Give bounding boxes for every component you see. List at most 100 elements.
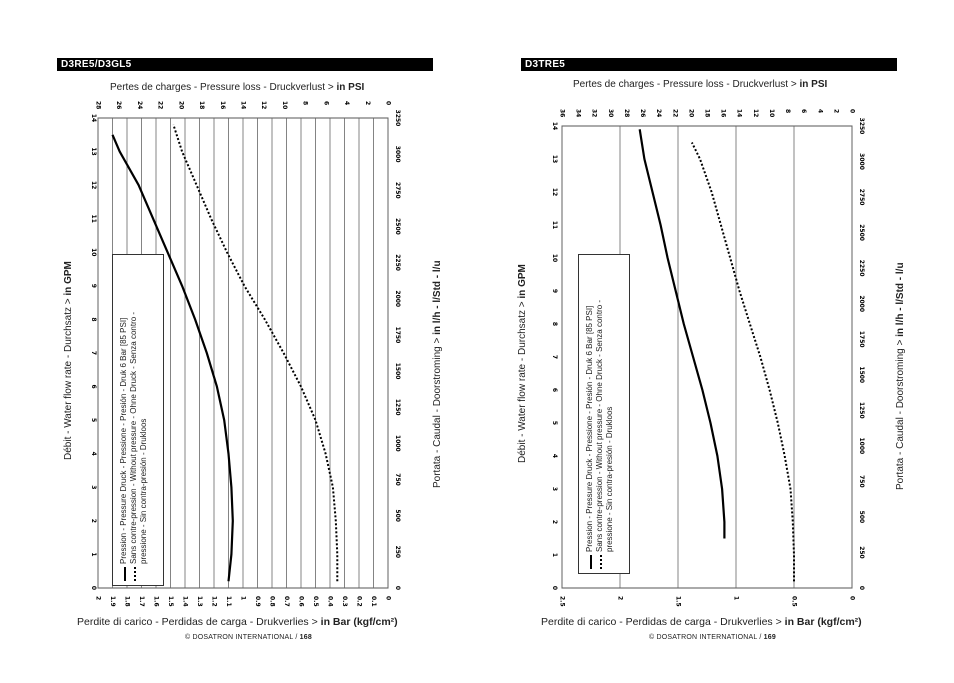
bar-tick-label: 1.9 — [109, 596, 116, 607]
lh-tick-label: 500 — [858, 511, 865, 524]
legend-dashed-cont: pressione - Sin contra-presión - Drukloo… — [605, 406, 614, 552]
gpm-tick-label: 8 — [551, 322, 558, 326]
bar-tick-label: 1 — [240, 596, 247, 600]
bar-tick-label: 0 — [849, 596, 856, 600]
psi-tick-label: 32 — [591, 109, 598, 117]
bar-tick-label: 1.1 — [225, 596, 232, 607]
gpm-tick-label: 4 — [90, 452, 97, 456]
bar-tick-label: 1.5 — [167, 596, 174, 607]
psi-tick-label: 20 — [687, 109, 694, 117]
gpm-tick-label: 10 — [90, 248, 97, 256]
lh-tick-label: 3250 — [858, 118, 865, 135]
bar-tick-label: 1.6 — [153, 596, 160, 607]
legend-solid: Pression - Pressure Druck - Pressione - … — [119, 259, 129, 581]
gpm-tick-label: 0 — [90, 586, 97, 590]
gpm-tick-label: 12 — [90, 181, 97, 189]
series-with-pressure — [111, 134, 234, 582]
gpm-tick-label: 1 — [90, 552, 97, 556]
lh-tick-label: 1000 — [858, 437, 865, 454]
gpm-tick-label: 4 — [551, 454, 558, 458]
bar-tick-label: 0.5 — [791, 596, 798, 607]
lh-tick-label: 2750 — [394, 182, 401, 199]
lh-tick-label: 2250 — [858, 260, 865, 277]
psi-tick-label: 24 — [136, 101, 143, 109]
model-title: D3TRE5 — [521, 58, 897, 71]
gpm-tick-label: 6 — [551, 388, 558, 392]
chart-legend: Pression - Pressure Druck - Pressione - … — [578, 254, 630, 574]
model-title: D3RE5/D3GL5 — [57, 58, 433, 71]
gpm-tick-label: 9 — [90, 284, 97, 288]
lh-tick-label: 750 — [858, 475, 865, 488]
gpm-tick-label: 8 — [90, 317, 97, 321]
lh-tick-label: 3000 — [394, 146, 401, 163]
lh-tick-label: 3250 — [394, 110, 401, 127]
bar-tick-label: 0.3 — [341, 596, 348, 607]
bar-tick-label: 0 — [385, 596, 392, 600]
psi-tick-label: 0 — [385, 101, 392, 105]
psi-tick-label: 22 — [671, 109, 678, 117]
gpm-tick-label: 10 — [551, 254, 558, 262]
series-without-pressure — [172, 124, 339, 582]
psi-tick-label: 2 — [364, 101, 371, 105]
psi-tick-label: 30 — [607, 109, 614, 117]
series-with-pressure — [638, 129, 726, 539]
psi-tick-label: 18 — [198, 101, 205, 109]
pressure-bar-axis-label: Perdite di carico - Perdidas de carga - … — [77, 616, 398, 628]
psi-tick-label: 20 — [177, 101, 184, 109]
psi-tick-label: 16 — [720, 109, 727, 117]
lh-tick-label: 1000 — [394, 435, 401, 452]
gpm-tick-label: 7 — [551, 355, 558, 359]
psi-tick-label: 12 — [752, 109, 759, 117]
gpm-tick-label: 14 — [90, 114, 97, 122]
lh-tick-label: 250 — [858, 546, 865, 559]
psi-tick-label: 22 — [157, 101, 164, 109]
page-168: D3RE5/D3GL5 Pertes de charges - Pressure… — [57, 58, 443, 641]
psi-tick-label: 14 — [240, 101, 247, 109]
page-169: D3TRE5 Pertes de charges - Pressure loss… — [477, 0, 954, 683]
legend-dashed-cont: pressione - Sin contra-presión - Drukloo… — [139, 418, 148, 564]
psi-tick-label: 10 — [768, 109, 775, 117]
psi-tick-label: 24 — [655, 109, 662, 117]
chart-legend: Pression - Pressure Druck - Pressione - … — [112, 254, 164, 586]
psi-tick-label: 26 — [115, 101, 122, 109]
pressure-psi-axis-label: Pertes de charges - Pressure loss - Druc… — [110, 82, 365, 93]
lh-tick-label: 2500 — [394, 218, 401, 235]
psi-tick-label: 18 — [704, 109, 711, 117]
gpm-tick-label: 3 — [90, 485, 97, 489]
lh-tick-label: 2250 — [394, 254, 401, 271]
bar-tick-label: 1.4 — [182, 596, 189, 607]
bar-tick-label: 0.8 — [269, 596, 276, 607]
gpm-tick-label: 13 — [551, 155, 558, 163]
lh-tick-label: 1500 — [394, 363, 401, 380]
legend-dashed: Sans contre-pression - Without pressure … — [129, 259, 139, 581]
bar-tick-label: 0.5 — [312, 596, 319, 607]
bar-tick-label: 0.6 — [298, 596, 305, 607]
lh-tick-label: 500 — [394, 509, 401, 522]
bar-tick-label: 1.5 — [675, 596, 682, 607]
psi-tick-label: 36 — [559, 109, 566, 117]
page-footer: © DOSATRON INTERNATIONAL / 169 — [649, 634, 776, 641]
pressure-bar-axis-label: Perdite di carico - Perdidas de carga - … — [541, 616, 862, 628]
gpm-tick-label: 1 — [551, 553, 558, 557]
gpm-tick-label: 11 — [90, 215, 97, 223]
gpm-tick-label: 5 — [90, 418, 97, 422]
lh-tick-label: 2000 — [394, 290, 401, 307]
chart-d3tre5: 2.5 2 1.5 1 0.5 036 34 32 30 28 26 24 22 20 18 16 14 12 10… — [551, 109, 865, 607]
psi-tick-label: 26 — [639, 109, 646, 117]
gpm-tick-label: 0 — [551, 586, 558, 590]
bar-tick-label: 1.2 — [211, 596, 218, 607]
lh-tick-label: 0 — [858, 586, 865, 590]
page-footer: © DOSATRON INTERNATIONAL / 168 — [185, 634, 312, 641]
lh-tick-label: 1750 — [394, 327, 401, 344]
lh-tick-label: 2500 — [858, 224, 865, 241]
gpm-tick-label: 2 — [90, 519, 97, 523]
psi-tick-label: 8 — [784, 109, 791, 113]
psi-tick-label: 4 — [343, 101, 350, 105]
bar-tick-label: 0.1 — [370, 596, 377, 607]
lh-tick-label: 750 — [394, 473, 401, 486]
bar-tick-label: 2.5 — [559, 596, 566, 607]
gpm-tick-label: 7 — [90, 351, 97, 355]
gpm-tick-label: 9 — [551, 289, 558, 293]
bar-tick-label: 1.7 — [138, 596, 145, 607]
psi-tick-label: 34 — [575, 109, 582, 117]
